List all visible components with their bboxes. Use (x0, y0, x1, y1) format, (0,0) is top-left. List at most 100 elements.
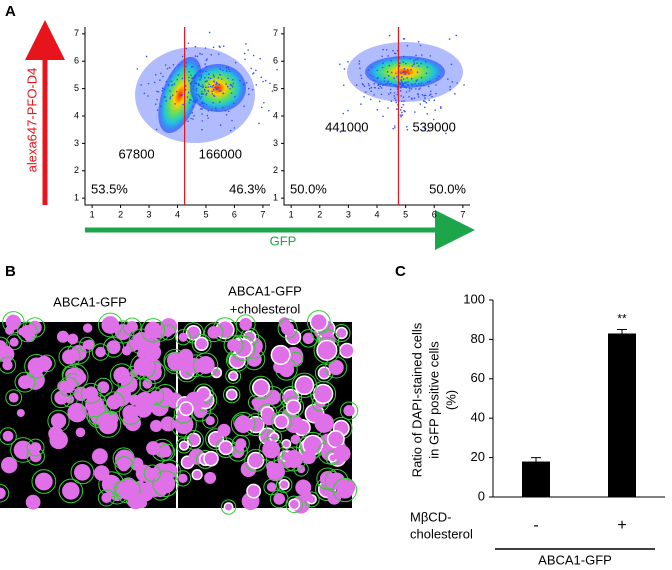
event-dot (387, 75, 390, 77)
nucleus (301, 450, 316, 465)
event-dot (413, 60, 415, 62)
event-dot (383, 77, 386, 79)
micrographs (0, 310, 359, 515)
nucleus (291, 355, 300, 364)
cell-outline (0, 427, 17, 445)
event-dot (456, 82, 458, 84)
event-dot (436, 77, 438, 80)
event-dot (143, 92, 146, 95)
cell-outline (79, 336, 95, 353)
event-dot (268, 109, 270, 112)
event-dot (204, 90, 206, 92)
event-dot (212, 84, 215, 87)
event-dot (227, 110, 230, 113)
event-dot (208, 83, 210, 86)
event-dot (199, 70, 202, 72)
quadrant-label: 67800 (118, 146, 154, 161)
event-dot (416, 62, 418, 65)
event-dot (204, 63, 206, 65)
event-dot (447, 78, 449, 80)
y-tick-label: 1 (273, 193, 278, 203)
event-dot (450, 63, 453, 66)
event-dot (400, 100, 403, 103)
event-dot (390, 100, 393, 103)
cell-outline (140, 318, 166, 343)
event-dot (156, 90, 158, 93)
nucleus (2, 430, 14, 442)
event-dot (201, 90, 203, 93)
nucleus (178, 440, 190, 451)
nucleus (67, 333, 79, 345)
event-dot (367, 83, 370, 85)
nucleus (191, 469, 203, 481)
event-dot (264, 79, 267, 82)
nucleus (62, 349, 78, 365)
event-dot (423, 94, 426, 97)
event-dot (200, 75, 203, 78)
event-dot (396, 108, 398, 110)
event-dot (219, 124, 222, 126)
event-dot (229, 70, 231, 73)
nucleus (101, 492, 112, 504)
event-dot (276, 68, 278, 71)
event-dot (215, 87, 218, 89)
cell-outline (114, 456, 134, 475)
y-tick-label: 6 (74, 56, 79, 66)
event-dot (394, 52, 397, 55)
event-dot (387, 80, 389, 83)
event-dot (342, 112, 345, 115)
event-dot (211, 86, 213, 88)
nucleus (127, 492, 144, 510)
nucleus (161, 447, 172, 458)
cell-outline (202, 412, 219, 429)
nucleus (262, 440, 281, 459)
event-dot (182, 103, 184, 106)
event-dot (185, 61, 188, 64)
event-dot (242, 83, 245, 86)
nucleus (343, 405, 355, 417)
nucleus (142, 378, 153, 389)
event-dot (402, 38, 405, 40)
event-dot (155, 128, 158, 131)
nucleus (84, 386, 99, 401)
event-dot (244, 58, 246, 61)
y-tick-label: 3 (74, 138, 79, 148)
x-tick-label: 7 (460, 209, 465, 219)
event-dot (226, 85, 229, 88)
event-dot (233, 127, 236, 129)
event-dot (445, 132, 447, 135)
event-dot (416, 79, 419, 81)
event-dot (185, 47, 188, 50)
event-dot (393, 125, 396, 127)
nucleus (9, 337, 19, 347)
cell-outline (6, 334, 23, 351)
nucleus (194, 336, 209, 351)
event-dot (388, 83, 391, 86)
event-dot (172, 64, 175, 66)
event-dot (402, 61, 405, 63)
cell-outline (277, 318, 298, 339)
cell-outline (58, 345, 81, 368)
nucleus (155, 474, 176, 494)
cell-outline (70, 460, 95, 485)
cell-outline (325, 356, 348, 379)
event-dot (206, 58, 208, 60)
nucleus (210, 367, 223, 379)
x-axis-label: cholesterol (410, 526, 473, 541)
event-dot (388, 64, 391, 67)
nucleus (144, 321, 162, 339)
event-dot (215, 109, 217, 111)
event-dot (218, 83, 221, 86)
event-dot (433, 99, 436, 102)
event-dot (394, 84, 397, 87)
nucleus (225, 388, 238, 401)
nucleus (278, 479, 290, 491)
event-dot (194, 45, 197, 48)
event-dot (426, 66, 429, 68)
event-dot (427, 85, 430, 88)
event-dot (169, 97, 171, 100)
event-dot (161, 89, 164, 92)
y-tick-label: 7 (273, 28, 278, 38)
event-dot (386, 71, 389, 73)
event-dot (194, 76, 196, 78)
